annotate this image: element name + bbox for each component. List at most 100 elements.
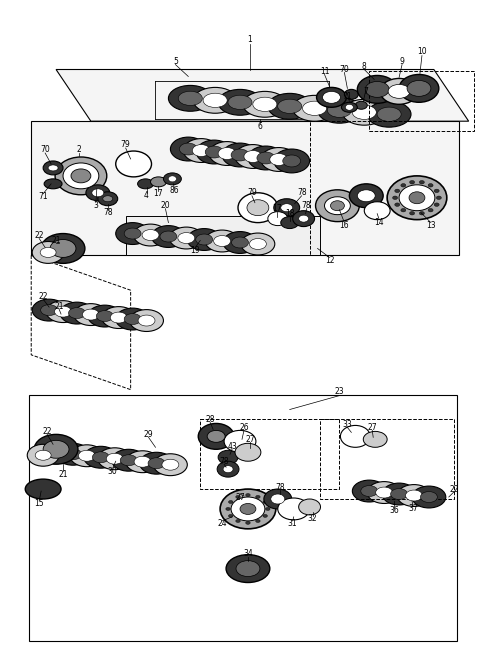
Ellipse shape	[278, 498, 310, 520]
Ellipse shape	[302, 101, 326, 115]
Ellipse shape	[71, 169, 91, 183]
Ellipse shape	[357, 190, 375, 202]
Text: 70: 70	[40, 145, 50, 153]
Ellipse shape	[352, 105, 376, 119]
Ellipse shape	[96, 310, 113, 322]
Ellipse shape	[138, 179, 154, 189]
Ellipse shape	[268, 94, 312, 119]
Ellipse shape	[152, 225, 185, 248]
Ellipse shape	[436, 196, 441, 200]
Ellipse shape	[35, 450, 51, 460]
Ellipse shape	[205, 146, 223, 158]
Text: 27: 27	[235, 493, 245, 502]
Ellipse shape	[412, 486, 446, 508]
Text: 15: 15	[35, 500, 44, 508]
Ellipse shape	[116, 308, 150, 330]
Text: 22: 22	[42, 427, 52, 436]
Polygon shape	[126, 215, 320, 255]
Ellipse shape	[40, 248, 56, 257]
Ellipse shape	[69, 308, 85, 318]
Ellipse shape	[377, 107, 401, 121]
Ellipse shape	[130, 310, 164, 331]
Ellipse shape	[142, 229, 159, 240]
Ellipse shape	[198, 423, 234, 449]
Ellipse shape	[43, 440, 69, 458]
Text: 6: 6	[257, 122, 263, 130]
Ellipse shape	[56, 443, 90, 465]
Ellipse shape	[116, 223, 150, 244]
Ellipse shape	[357, 75, 397, 103]
Ellipse shape	[361, 485, 378, 496]
Ellipse shape	[247, 200, 269, 215]
Text: 79: 79	[121, 140, 131, 149]
Ellipse shape	[164, 173, 181, 185]
Ellipse shape	[110, 312, 127, 323]
Ellipse shape	[218, 147, 236, 159]
Ellipse shape	[274, 198, 300, 217]
Ellipse shape	[420, 491, 437, 502]
Ellipse shape	[34, 434, 78, 464]
Ellipse shape	[41, 234, 85, 263]
Ellipse shape	[395, 189, 400, 193]
Bar	[369, 71, 474, 131]
Ellipse shape	[324, 196, 350, 215]
Ellipse shape	[32, 242, 64, 263]
Ellipse shape	[323, 92, 340, 103]
Ellipse shape	[32, 299, 66, 321]
Ellipse shape	[116, 151, 152, 177]
Text: 1: 1	[248, 35, 252, 44]
Text: 79: 79	[247, 188, 257, 197]
Text: 78: 78	[302, 201, 312, 210]
Text: 7: 7	[364, 87, 369, 96]
Ellipse shape	[231, 149, 249, 161]
Ellipse shape	[183, 139, 219, 162]
Ellipse shape	[27, 444, 59, 466]
Ellipse shape	[397, 485, 431, 506]
Ellipse shape	[382, 483, 416, 505]
Polygon shape	[31, 121, 459, 255]
Ellipse shape	[250, 238, 266, 250]
Ellipse shape	[355, 102, 367, 109]
Ellipse shape	[170, 137, 206, 161]
Text: 27: 27	[367, 423, 377, 432]
Ellipse shape	[367, 102, 411, 127]
Text: 27: 27	[245, 435, 255, 444]
Text: 8: 8	[362, 62, 367, 71]
Ellipse shape	[235, 443, 261, 461]
Ellipse shape	[367, 481, 401, 504]
Text: 22: 22	[35, 231, 44, 240]
Ellipse shape	[205, 230, 239, 252]
Ellipse shape	[168, 85, 212, 111]
Ellipse shape	[263, 500, 267, 504]
Ellipse shape	[256, 495, 260, 498]
Ellipse shape	[256, 519, 260, 523]
Ellipse shape	[236, 519, 240, 523]
Ellipse shape	[46, 301, 80, 322]
Ellipse shape	[88, 305, 122, 327]
Ellipse shape	[60, 302, 94, 324]
Ellipse shape	[395, 203, 400, 206]
Ellipse shape	[327, 103, 351, 117]
Ellipse shape	[349, 184, 383, 208]
Ellipse shape	[299, 215, 309, 222]
Ellipse shape	[340, 426, 370, 447]
Ellipse shape	[257, 152, 275, 164]
Text: 34: 34	[243, 549, 253, 558]
Ellipse shape	[246, 521, 250, 525]
Ellipse shape	[281, 217, 299, 229]
Ellipse shape	[48, 165, 58, 171]
Ellipse shape	[248, 146, 284, 170]
Text: 78: 78	[103, 208, 113, 217]
Ellipse shape	[168, 176, 176, 182]
Text: 5: 5	[173, 57, 178, 66]
Text: 22: 22	[449, 485, 458, 494]
Ellipse shape	[263, 514, 267, 517]
Ellipse shape	[120, 455, 137, 466]
Text: 2: 2	[77, 145, 81, 153]
Ellipse shape	[151, 177, 167, 187]
Ellipse shape	[70, 445, 104, 467]
Ellipse shape	[226, 508, 230, 510]
Ellipse shape	[220, 489, 276, 529]
Text: 10: 10	[417, 47, 427, 56]
Ellipse shape	[271, 494, 285, 504]
